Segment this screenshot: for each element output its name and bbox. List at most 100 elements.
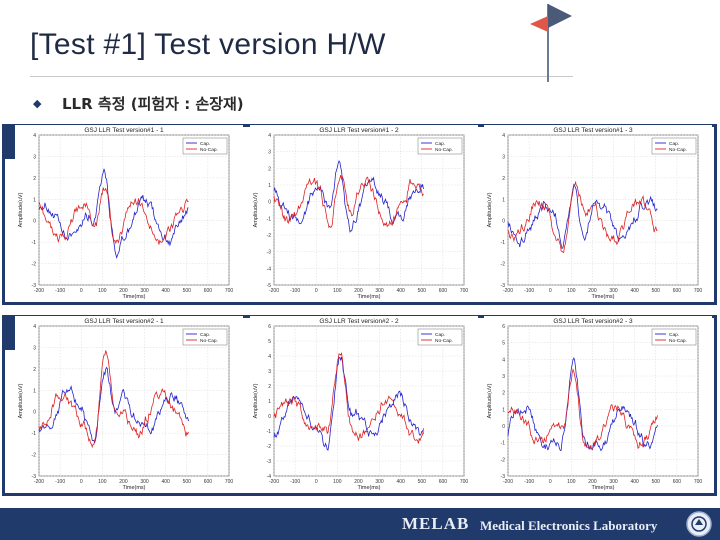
series-line-no-cap (507, 368, 658, 451)
y-tick-label: -2 (32, 262, 37, 268)
x-tick-label: 600 (439, 288, 448, 294)
y-tick-label: -1 (267, 216, 272, 222)
x-tick-label: 700 (460, 288, 469, 294)
chart-1-2: GSJ LLR Test version#1 - 2-200 -100 0 100 20… (250, 125, 478, 300)
y-tick-label: -2 (501, 457, 506, 463)
series-line-no-cap (38, 350, 189, 449)
y-tick-label: -2 (267, 444, 272, 450)
x-tick-label: 700 (694, 288, 703, 294)
y-tick-label: -5 (267, 283, 272, 289)
legend-label: Cap. (200, 141, 210, 147)
x-tick-label: -100 (290, 288, 300, 294)
y-tick-label: 1 (268, 183, 271, 189)
x-tick-label: 500 (418, 288, 427, 294)
y-tick-label: 4 (268, 354, 271, 360)
y-tick-label: -1 (32, 240, 37, 246)
x-tick-label: -200 (269, 479, 279, 485)
x-tick-label: 0 (549, 288, 552, 294)
x-tick-label: 100 (333, 288, 342, 294)
legend-label: Cap. (435, 141, 445, 147)
y-tick-label: 3 (502, 154, 505, 160)
y-axis-label: Amplitude(uV) (487, 192, 493, 227)
legend-label: Cap. (200, 332, 210, 338)
y-tick-label: -1 (267, 429, 272, 435)
x-tick-label: -100 (290, 479, 300, 485)
x-tick-label: 100 (98, 479, 107, 485)
footer-bar: MELAB Medical Electronics Laboratory (0, 508, 720, 540)
y-tick-label: 3 (502, 374, 505, 380)
legend-label: No-Cap. (200, 147, 218, 153)
x-tick-label: 200 (354, 288, 363, 294)
y-tick-label: 4 (268, 133, 271, 139)
y-axis-label: Amplitude(uV) (18, 383, 24, 418)
x-tick-label: 700 (460, 479, 469, 485)
y-tick-label: -3 (267, 250, 272, 256)
x-tick-label: 300 (140, 288, 149, 294)
x-tick-label: 200 (588, 479, 597, 485)
y-axis-label: Amplitude(uV) (18, 192, 24, 227)
x-axis-label: Time(ms) (357, 485, 380, 491)
y-tick-label: 4 (502, 357, 505, 363)
x-tick-label: -100 (524, 288, 534, 294)
x-tick-label: 500 (652, 479, 661, 485)
legend-label: No-Cap. (435, 338, 453, 344)
x-tick-label: 0 (80, 479, 83, 485)
y-tick-label: -3 (32, 283, 37, 289)
series-line-cap (273, 356, 424, 451)
chart-2-1: GSJ LLR Test version#2 - 1-200 -100 0 100 20… (15, 316, 243, 491)
x-tick-label: -100 (55, 288, 65, 294)
x-tick-label: 400 (396, 479, 405, 485)
y-tick-label: 3 (33, 345, 36, 351)
y-tick-label: -3 (32, 474, 37, 480)
x-tick-label: -100 (524, 479, 534, 485)
x-tick-label: 600 (204, 479, 213, 485)
y-tick-label: 3 (33, 154, 36, 160)
legend-box (182, 137, 228, 155)
x-tick-label: 0 (315, 479, 318, 485)
x-tick-label: 200 (354, 479, 363, 485)
x-tick-label: 400 (396, 288, 405, 294)
y-tick-label: -1 (501, 240, 506, 246)
university-seal-icon (686, 511, 712, 537)
x-tick-label: -200 (503, 479, 513, 485)
legend-label: No-Cap. (669, 147, 687, 153)
y-tick-label: 2 (268, 384, 271, 390)
x-tick-label: 500 (418, 479, 427, 485)
x-tick-label: 0 (80, 288, 83, 294)
series-line-no-cap (273, 352, 424, 444)
chart-2-2: GSJ LLR Test version#2 - 2-200 -100 0 100 20… (250, 316, 478, 491)
y-tick-label: 2 (33, 176, 36, 182)
y-tick-label: 1 (268, 399, 271, 405)
y-tick-label: -1 (32, 431, 37, 437)
bullet-icon: ◆ (33, 98, 42, 110)
y-tick-label: 3 (268, 150, 271, 156)
y-tick-label: 5 (268, 339, 271, 345)
chart-1-3: GSJ LLR Test version#1 - 3-200 -100 0 100 20… (484, 125, 712, 300)
x-tick-label: 300 (375, 479, 384, 485)
series-line-cap (273, 160, 424, 233)
legend-label: Cap. (669, 141, 679, 147)
plot-area (273, 325, 465, 477)
y-tick-label: -2 (267, 233, 272, 239)
series-line-cap (507, 357, 658, 452)
x-tick-label: 100 (567, 288, 576, 294)
chart-title: GSJ LLR Test version#2 - 3 (553, 318, 633, 325)
chart-title: GSJ LLR Test version#1 - 1 (84, 127, 164, 134)
x-tick-label: 700 (225, 288, 234, 294)
y-tick-label: 1 (502, 197, 505, 203)
x-tick-label: 200 (588, 288, 597, 294)
plot-area (38, 134, 230, 286)
y-axis-label: Amplitude(uV) (487, 383, 493, 418)
y-tick-label: 1 (502, 407, 505, 413)
slide-title: [Test #1] Test version H/W (30, 28, 386, 61)
x-tick-label: 500 (183, 288, 192, 294)
y-tick-label: 2 (33, 367, 36, 373)
flag-icon (530, 4, 572, 32)
y-tick-label: 6 (502, 324, 505, 330)
x-tick-label: 400 (161, 288, 170, 294)
x-axis-label: Time(ms) (122, 294, 145, 300)
x-tick-label: 500 (652, 288, 661, 294)
x-tick-label: 400 (630, 288, 639, 294)
y-tick-label: 0 (33, 219, 36, 225)
plot-area (38, 325, 230, 477)
